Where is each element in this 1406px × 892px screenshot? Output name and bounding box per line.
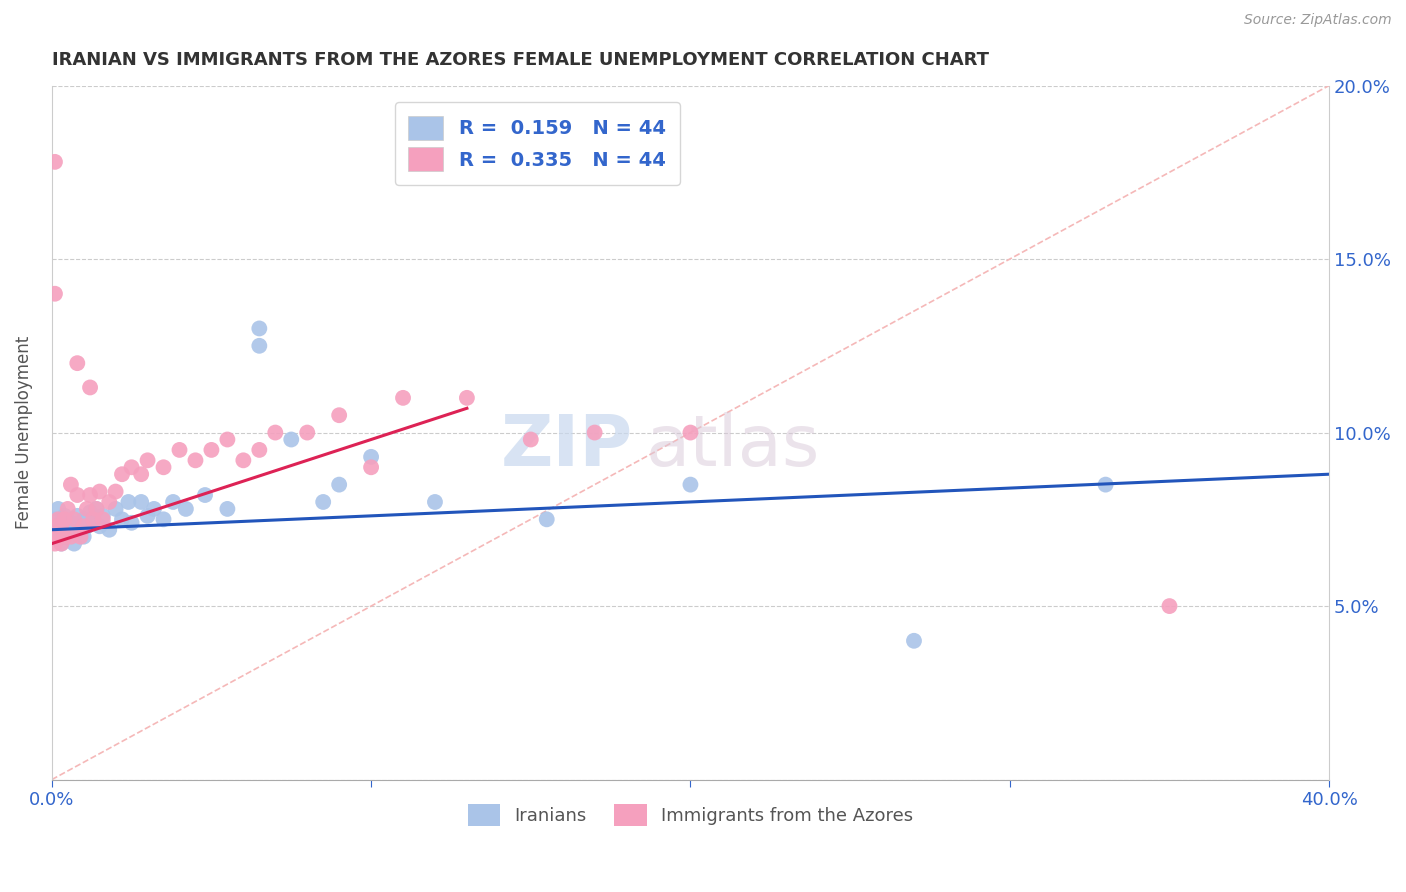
Point [1159, 599, 1181, 613]
Point [63, 536, 86, 550]
Point [217, 433, 239, 447]
Point [174, 502, 197, 516]
Point [51, 536, 73, 550]
Text: Source: ZipAtlas.com: Source: ZipAtlas.com [1244, 13, 1392, 28]
Point [200, 442, 222, 457]
Point [217, 502, 239, 516]
Point [129, 495, 152, 509]
Point [98, 495, 121, 509]
Point [136, 453, 159, 467]
Point [79, 380, 101, 394]
Point [194, 488, 217, 502]
Point [91, 512, 114, 526]
Legend: Iranians, Immigrants from the Azores: Iranians, Immigrants from the Azores [461, 797, 921, 833]
Point [86, 502, 108, 516]
Point [89, 484, 111, 499]
Point [53, 508, 76, 523]
Point [56, 523, 79, 537]
Point [56, 502, 79, 516]
Text: atlas: atlas [645, 412, 820, 481]
Point [51, 516, 73, 530]
Point [86, 502, 108, 516]
Point [76, 502, 98, 516]
Point [111, 467, 134, 482]
Point [82, 512, 104, 526]
Point [66, 488, 89, 502]
Point [121, 460, 143, 475]
Point [73, 519, 96, 533]
Point [51, 519, 73, 533]
Point [46, 502, 69, 516]
Point [162, 495, 184, 509]
Point [44, 512, 66, 526]
Point [53, 530, 76, 544]
Point [59, 530, 82, 544]
Point [66, 508, 89, 523]
Point [360, 460, 382, 475]
Point [46, 512, 69, 526]
Point [152, 512, 174, 526]
Point [44, 154, 66, 169]
Point [69, 523, 91, 537]
Point [63, 512, 86, 526]
Point [79, 488, 101, 502]
Point [169, 442, 191, 457]
Point [69, 530, 91, 544]
Point [46, 530, 69, 544]
Point [53, 512, 76, 526]
Text: ZIP: ZIP [501, 412, 633, 481]
Point [51, 536, 73, 550]
Y-axis label: Female Unemployment: Female Unemployment [15, 336, 32, 529]
Point [232, 453, 254, 467]
Point [679, 477, 702, 491]
Point [104, 502, 127, 516]
Point [129, 467, 152, 482]
Point [328, 408, 350, 422]
Point [117, 495, 139, 509]
Point [583, 425, 606, 440]
Point [679, 425, 702, 440]
Point [903, 633, 925, 648]
Point [76, 519, 98, 533]
Point [104, 484, 127, 499]
Point [152, 460, 174, 475]
Point [536, 512, 558, 526]
Point [142, 502, 165, 516]
Point [121, 516, 143, 530]
Point [297, 425, 319, 440]
Point [423, 495, 446, 509]
Point [184, 453, 207, 467]
Point [280, 433, 302, 447]
Point [247, 321, 270, 335]
Point [82, 512, 104, 526]
Point [44, 286, 66, 301]
Point [73, 512, 96, 526]
Point [91, 508, 114, 523]
Point [264, 425, 287, 440]
Point [111, 512, 134, 526]
Point [66, 356, 89, 370]
Point [456, 391, 478, 405]
Point [98, 523, 121, 537]
Point [44, 530, 66, 544]
Point [44, 519, 66, 533]
Point [44, 536, 66, 550]
Point [89, 519, 111, 533]
Point [53, 530, 76, 544]
Point [1094, 477, 1116, 491]
Point [360, 450, 382, 464]
Text: IRANIAN VS IMMIGRANTS FROM THE AZORES FEMALE UNEMPLOYMENT CORRELATION CHART: IRANIAN VS IMMIGRANTS FROM THE AZORES FE… [52, 51, 988, 69]
Point [46, 523, 69, 537]
Point [136, 508, 159, 523]
Point [520, 433, 543, 447]
Point [73, 530, 96, 544]
Point [59, 516, 82, 530]
Point [79, 505, 101, 519]
Point [247, 442, 270, 457]
Point [312, 495, 335, 509]
Point [247, 339, 270, 353]
Point [328, 477, 350, 491]
Point [392, 391, 415, 405]
Point [59, 477, 82, 491]
